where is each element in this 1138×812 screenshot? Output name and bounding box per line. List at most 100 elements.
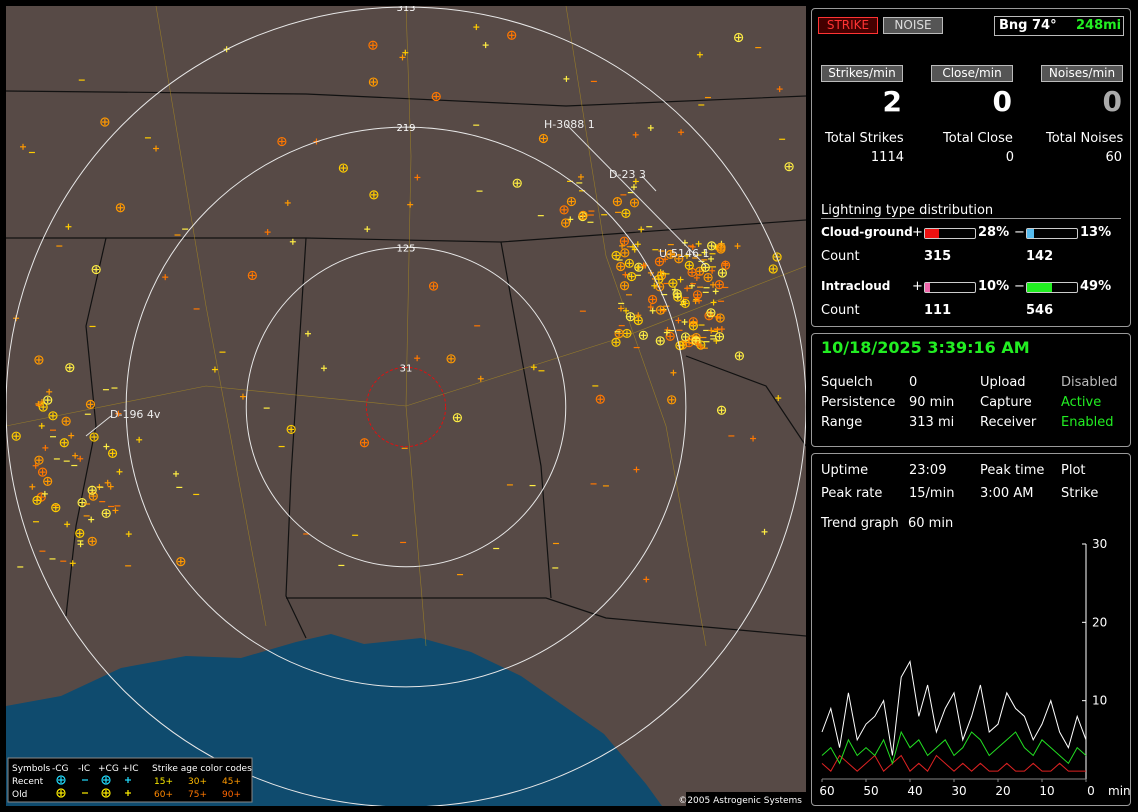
strike-symbol [87, 536, 97, 546]
field: Receiver [980, 415, 1037, 430]
range-rings: 313 219 125 31 [6, 6, 806, 806]
strike-symbol [34, 455, 44, 465]
strike-symbol [247, 270, 257, 281]
strike-symbol [452, 413, 462, 423]
field: 3:00 AM [980, 486, 1034, 501]
percent-label: 10% [978, 279, 1010, 294]
count-label: Count [821, 249, 860, 264]
strike-symbol [100, 117, 110, 127]
copyright: ©2005 Astrogenic Systems [678, 796, 802, 806]
strike-symbol [43, 476, 53, 486]
field: 313 mi [909, 415, 955, 430]
strike-symbol [674, 254, 684, 264]
strike-symbol [716, 405, 727, 415]
strike-symbol [611, 250, 621, 261]
rate-label: Strikes/min [821, 65, 903, 82]
strike-symbol [431, 91, 441, 102]
strike-symbol [566, 196, 577, 207]
strike-annotation: U-5146 1 [659, 247, 710, 260]
y-tick-label: 20 [1092, 615, 1107, 629]
percent-bar [925, 229, 939, 238]
strike-symbol [772, 252, 782, 262]
percent-track [1026, 228, 1078, 239]
field: Active [1061, 395, 1102, 410]
rate-value: 0 [992, 85, 1012, 118]
range-ring [125, 126, 687, 688]
sign: − [1014, 279, 1025, 294]
stats-panel: STRIKE NOISE Bng 74° 248mi Strikes/min C… [811, 8, 1131, 327]
field: 90 min [909, 395, 955, 410]
strike-symbol [277, 136, 287, 147]
strike-symbol [37, 467, 48, 477]
strike-symbol [634, 262, 644, 272]
percent-bar [1027, 283, 1052, 292]
strike-symbol [560, 218, 571, 228]
strike-markers [11, 24, 794, 583]
distance: 248mi [1076, 18, 1122, 33]
strike-symbol [176, 557, 186, 567]
legend-column: +CG [98, 764, 119, 774]
y-tick-label: 30 [1092, 537, 1107, 551]
strike-symbol [34, 355, 44, 365]
strike-symbol [369, 190, 379, 200]
strike-symbol [115, 203, 125, 213]
trend-line [821, 754, 1086, 772]
strike-symbol [665, 249, 675, 260]
status-panel: 10/18/2025 3:39:16 AM Squelch 0 Upload Disa… [811, 333, 1131, 447]
legend-column: +IC [122, 764, 138, 774]
strike-symbol [612, 197, 622, 207]
type-name: Cloud-ground [821, 225, 913, 239]
field: Capture [980, 395, 1032, 410]
legend-row: Old [12, 790, 27, 800]
strike-symbol [368, 77, 379, 87]
strike-symbol [101, 775, 111, 785]
strike-symbol [101, 788, 111, 798]
total-label: Total Strikes [825, 131, 904, 146]
range-ring [365, 366, 447, 448]
legend-age-title: Strike age color codes [152, 764, 252, 774]
strike-symbol [43, 395, 53, 405]
count-value: 315 [924, 249, 952, 264]
strike-symbol [56, 788, 66, 798]
strike-symbol [616, 261, 626, 272]
strike-symbol [714, 332, 725, 342]
legend-title: Symbols [12, 764, 51, 774]
strike-button[interactable]: STRIKE [818, 17, 878, 34]
copyright-box [686, 792, 806, 806]
range-ring [245, 246, 567, 568]
strike-symbol [359, 438, 370, 448]
strike-symbol [101, 508, 111, 519]
strike-symbol [638, 330, 649, 340]
x-axis-label: min [1108, 784, 1130, 798]
strike-symbol [65, 363, 75, 373]
strike-symbol [51, 503, 61, 513]
field: Enabled [1061, 415, 1114, 430]
legend-column: -CG [52, 764, 69, 774]
strike-symbol [107, 448, 118, 458]
range-ring [6, 6, 806, 806]
legend-age: 60+ [154, 790, 173, 800]
strike-symbol [595, 394, 605, 404]
trend-value: 60 min [908, 516, 954, 531]
annotation-leaders [85, 123, 707, 437]
strike-symbol [716, 244, 726, 254]
strike-symbol [768, 264, 778, 274]
total-value: 1114 [870, 150, 904, 165]
x-tick-label: 50 [863, 784, 878, 798]
strike-symbol [680, 298, 690, 309]
strike-annotation: H-3088 1 [544, 118, 595, 131]
field: Strike [1061, 486, 1099, 501]
strike-symbol [11, 431, 21, 441]
strike-symbol [85, 399, 96, 409]
roads [6, 6, 806, 647]
count-value: 142 [1026, 249, 1054, 264]
noise-button[interactable]: NOISE [883, 17, 943, 34]
strike-symbol [703, 272, 713, 283]
x-tick-label: 60 [819, 784, 834, 798]
legend-row: Recent [12, 777, 44, 787]
strike-symbol [446, 354, 456, 364]
strike-symbol [559, 205, 569, 215]
bearing-box [994, 16, 1124, 36]
sign: + [912, 279, 923, 294]
sign: − [1014, 225, 1025, 240]
